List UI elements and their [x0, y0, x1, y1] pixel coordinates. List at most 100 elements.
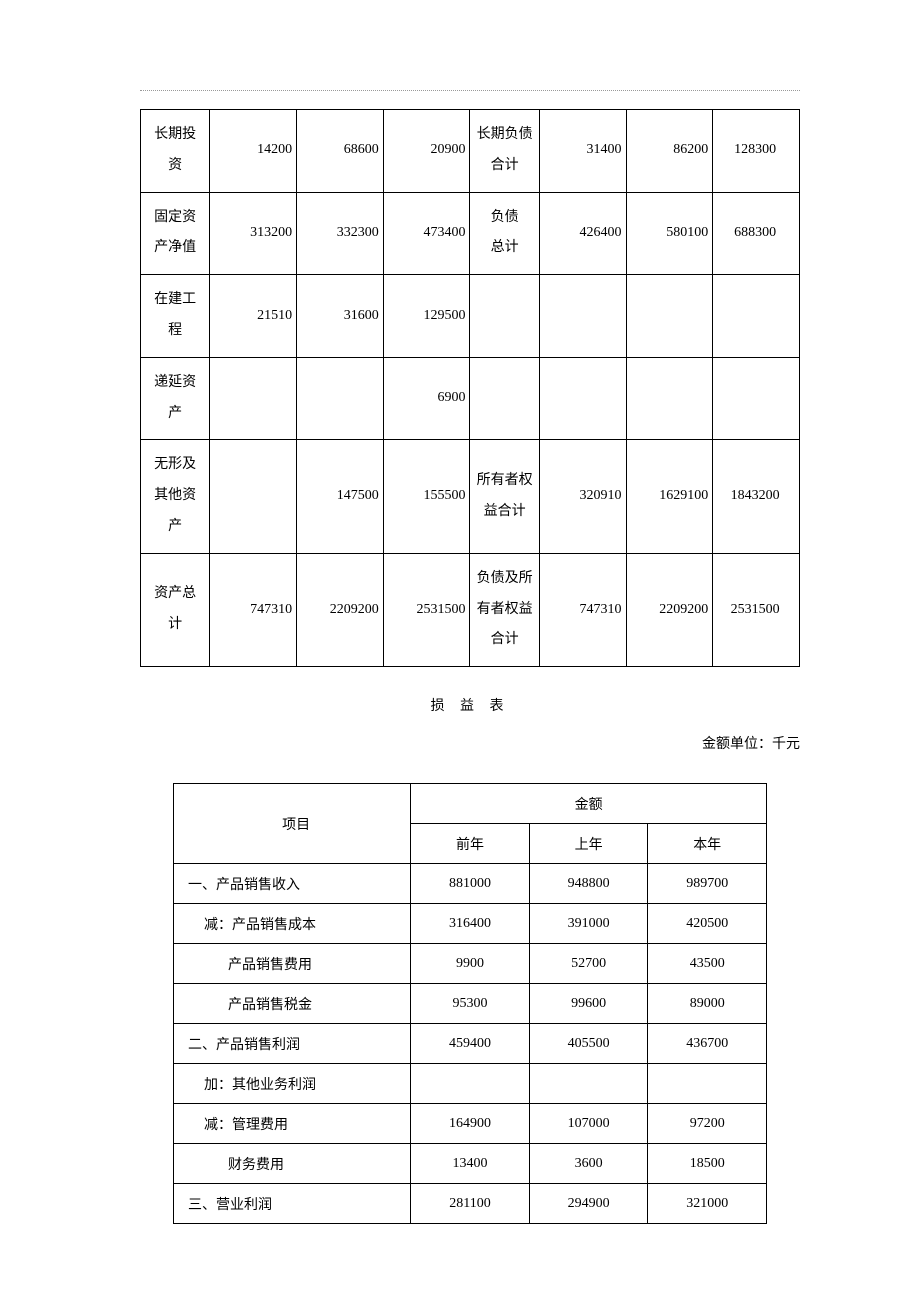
value-1: 459400	[411, 1024, 530, 1064]
item-label: 减：产品销售成本	[174, 904, 411, 944]
table-row: 产品销售费用99005270043500	[174, 944, 767, 984]
right-value-3: 2531500	[713, 553, 800, 666]
value-2: 99600	[529, 984, 648, 1024]
table-row: 在建工程2151031600129500	[141, 275, 800, 358]
left-value-1: 747310	[210, 553, 297, 666]
value-1: 13400	[411, 1144, 530, 1184]
left-label: 递延资产	[141, 357, 210, 440]
right-value-3: 128300	[713, 110, 800, 193]
value-2: 391000	[529, 904, 648, 944]
table-row: 财务费用13400360018500	[174, 1144, 767, 1184]
left-label: 无形及其他资产	[141, 440, 210, 553]
right-value-2: 86200	[626, 110, 713, 193]
right-value-1: 747310	[539, 553, 626, 666]
left-value-1: 14200	[210, 110, 297, 193]
item-label: 二、产品销售利润	[174, 1024, 411, 1064]
right-value-1: 320910	[539, 440, 626, 553]
left-value-3: 6900	[383, 357, 470, 440]
value-3: 989700	[648, 864, 767, 904]
left-value-2: 2209200	[297, 553, 384, 666]
value-1: 881000	[411, 864, 530, 904]
table-row: 固定资产净值313200332300473400负债总计426400580100…	[141, 192, 800, 275]
value-2	[529, 1064, 648, 1104]
income-header-row-1: 项目 金额	[174, 784, 767, 824]
right-label: 所有者权益合计	[470, 440, 539, 553]
right-value-2: 580100	[626, 192, 713, 275]
item-label: 一、产品销售收入	[174, 864, 411, 904]
right-value-2: 2209200	[626, 553, 713, 666]
right-value-1: 31400	[539, 110, 626, 193]
item-label: 财务费用	[174, 1144, 411, 1184]
header-year-2: 上年	[529, 824, 648, 864]
table-row: 产品销售税金953009960089000	[174, 984, 767, 1024]
left-label: 在建工程	[141, 275, 210, 358]
value-1	[411, 1064, 530, 1104]
right-label: 负债及所有者权益合计	[470, 553, 539, 666]
left-value-3: 2531500	[383, 553, 470, 666]
income-statement-table: 项目 金额 前年 上年 本年 一、产品销售收入88100094880098970…	[173, 783, 767, 1224]
header-amount: 金额	[411, 784, 767, 824]
right-label: 负债总计	[470, 192, 539, 275]
left-label: 资产总计	[141, 553, 210, 666]
value-3: 97200	[648, 1104, 767, 1144]
right-value-1	[539, 275, 626, 358]
value-1: 316400	[411, 904, 530, 944]
left-value-2: 68600	[297, 110, 384, 193]
right-value-3	[713, 357, 800, 440]
value-3: 321000	[648, 1184, 767, 1224]
left-value-2: 31600	[297, 275, 384, 358]
header-year-1: 前年	[411, 824, 530, 864]
table-row: 递延资产 6900	[141, 357, 800, 440]
right-label	[470, 275, 539, 358]
right-value-2	[626, 275, 713, 358]
table-row: 无形及其他资产147500155500所有者权益合计32091016291001…	[141, 440, 800, 553]
left-label: 固定资产净值	[141, 192, 210, 275]
left-value-2	[297, 357, 384, 440]
value-2: 405500	[529, 1024, 648, 1064]
item-label: 三、营业利润	[174, 1184, 411, 1224]
table-row: 减：产品销售成本316400391000420500	[174, 904, 767, 944]
header-divider	[140, 90, 800, 91]
right-value-1	[539, 357, 626, 440]
right-label	[470, 357, 539, 440]
item-label: 减：管理费用	[174, 1104, 411, 1144]
table-row: 一、产品销售收入881000948800989700	[174, 864, 767, 904]
right-value-3: 688300	[713, 192, 800, 275]
left-value-1	[210, 357, 297, 440]
table-row: 加：其他业务利润	[174, 1064, 767, 1104]
income-statement-title: 损 益 表	[140, 695, 800, 715]
table-row: 三、营业利润281100294900321000	[174, 1184, 767, 1224]
left-value-1: 21510	[210, 275, 297, 358]
right-value-1: 426400	[539, 192, 626, 275]
left-value-2: 332300	[297, 192, 384, 275]
left-value-1	[210, 440, 297, 553]
left-value-3: 473400	[383, 192, 470, 275]
left-label: 长期投资	[141, 110, 210, 193]
item-label: 加：其他业务利润	[174, 1064, 411, 1104]
income-statement-body: 项目 金额 前年 上年 本年 一、产品销售收入88100094880098970…	[174, 784, 767, 1224]
left-value-2: 147500	[297, 440, 384, 553]
item-label: 产品销售税金	[174, 984, 411, 1024]
table-row: 资产总计74731022092002531500负债及所有者权益合计747310…	[141, 553, 800, 666]
value-3: 420500	[648, 904, 767, 944]
balance-sheet-body: 长期投资142006860020900长期负债合计314008620012830…	[141, 110, 800, 667]
left-value-3: 155500	[383, 440, 470, 553]
value-2: 107000	[529, 1104, 648, 1144]
balance-sheet-table: 长期投资142006860020900长期负债合计314008620012830…	[140, 109, 800, 667]
value-3: 43500	[648, 944, 767, 984]
value-1: 95300	[411, 984, 530, 1024]
table-row: 减：管理费用16490010700097200	[174, 1104, 767, 1144]
left-value-3: 20900	[383, 110, 470, 193]
header-year-3: 本年	[648, 824, 767, 864]
value-3: 18500	[648, 1144, 767, 1184]
value-2: 294900	[529, 1184, 648, 1224]
value-2: 52700	[529, 944, 648, 984]
value-1: 164900	[411, 1104, 530, 1144]
value-2: 948800	[529, 864, 648, 904]
table-row: 长期投资142006860020900长期负债合计314008620012830…	[141, 110, 800, 193]
right-value-2	[626, 357, 713, 440]
left-value-1: 313200	[210, 192, 297, 275]
table-row: 二、产品销售利润459400405500436700	[174, 1024, 767, 1064]
value-3: 89000	[648, 984, 767, 1024]
value-3	[648, 1064, 767, 1104]
